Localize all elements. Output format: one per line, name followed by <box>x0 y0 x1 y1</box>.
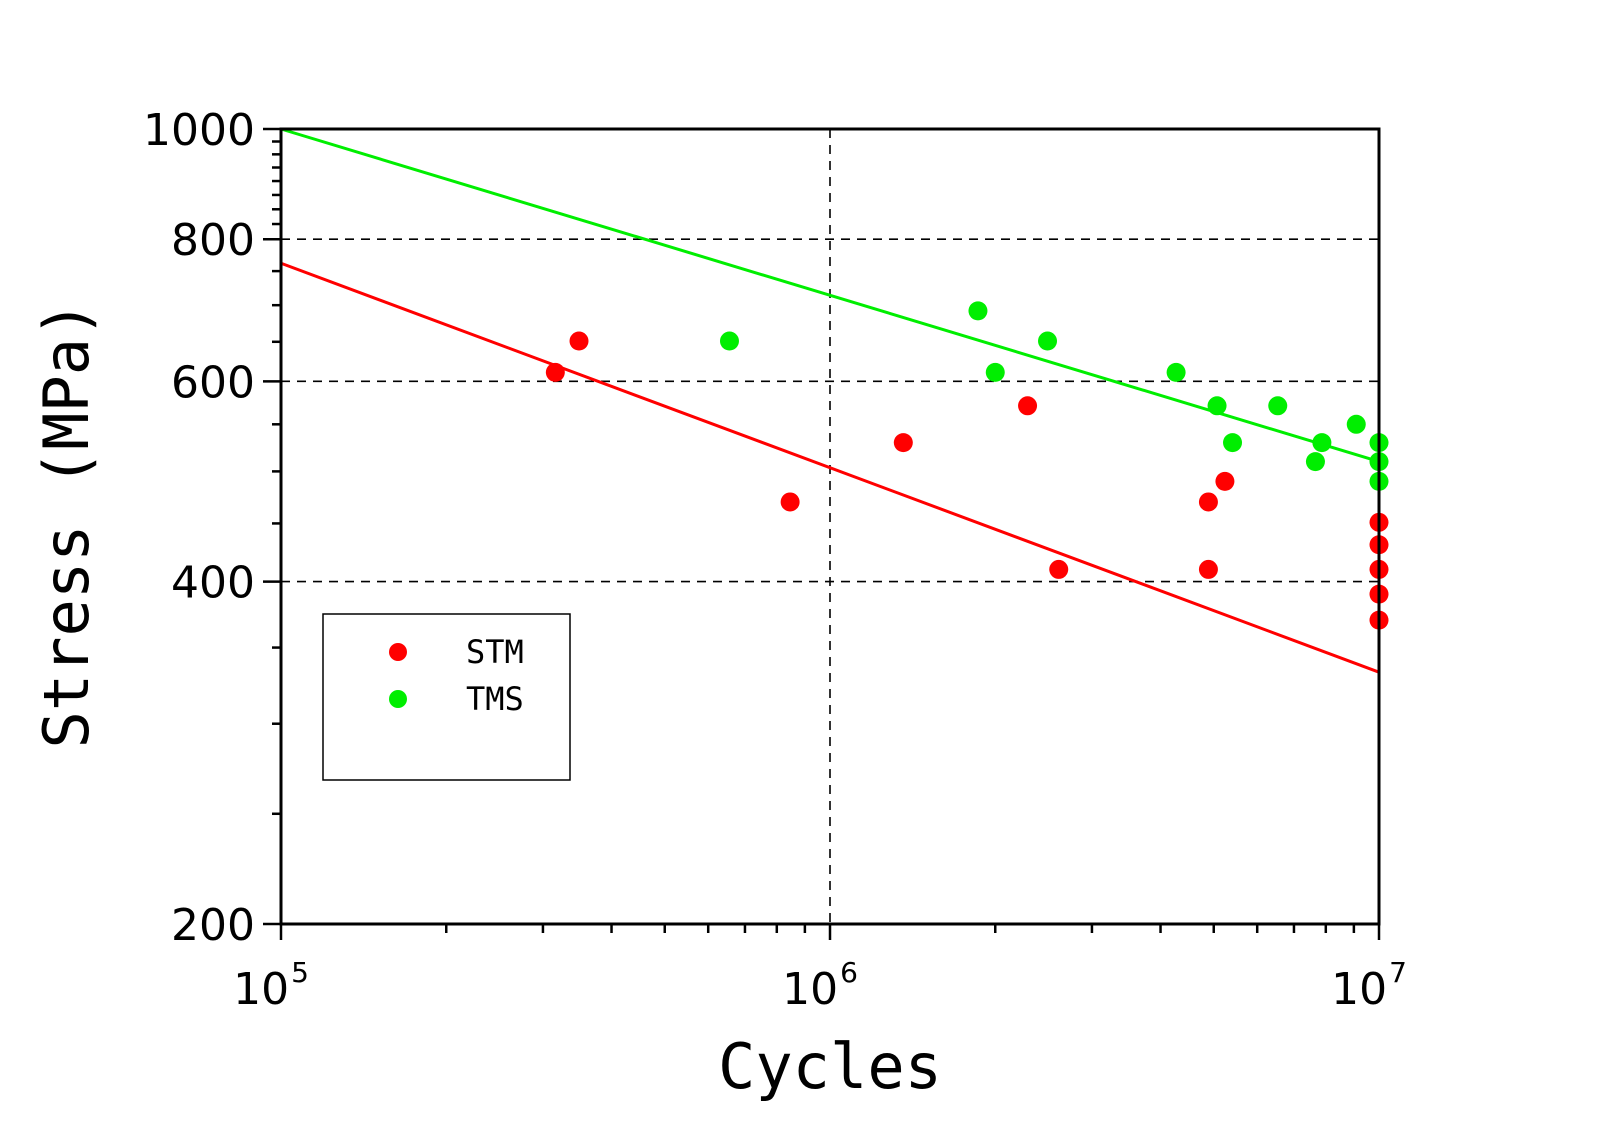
data-point-tms <box>985 362 1005 382</box>
data-point-stm <box>569 331 589 351</box>
fit-lines <box>280 127 1380 674</box>
data-point-tms <box>1305 452 1325 472</box>
data-point-stm <box>1018 396 1038 416</box>
y-tick-label: 200 <box>171 900 255 951</box>
legend-label-stm: STM <box>466 633 524 671</box>
x-tick-label: 106 <box>782 956 858 1015</box>
x-tick-label: 105 <box>233 956 309 1015</box>
x-tick-exponent: 6 <box>840 956 858 989</box>
y-tick-label: 600 <box>171 357 255 408</box>
data-point-stm <box>780 492 800 512</box>
y-tick-label: 400 <box>171 558 255 609</box>
data-point-tms <box>1038 331 1058 351</box>
data-point-stm <box>1049 559 1069 579</box>
ticks <box>263 127 1381 940</box>
data-point-tms <box>1207 396 1227 416</box>
data-points <box>545 301 1389 630</box>
legend-label-tms: TMS <box>466 680 524 718</box>
data-point-stm <box>545 362 565 382</box>
data-point-stm <box>1198 559 1218 579</box>
x-tick-exponent: 5 <box>291 956 309 989</box>
data-point-tms <box>1312 433 1332 453</box>
y-tick-label: 1000 <box>143 105 255 156</box>
data-point-tms <box>1346 414 1366 434</box>
x-tick-exponent: 7 <box>1389 956 1407 989</box>
data-point-tms <box>719 331 739 351</box>
data-point-stm <box>1198 492 1218 512</box>
fit-line-stm <box>280 261 1380 674</box>
y-axis-title: Stress (MPa) <box>30 301 103 749</box>
data-point-stm <box>893 433 913 453</box>
legend-marker-tms <box>389 690 407 708</box>
x-tick-label: 107 <box>1331 956 1407 1015</box>
x-axis-title: Cycles <box>718 1030 942 1103</box>
legend-marker-stm <box>389 643 407 661</box>
legend: STM TMS <box>322 613 571 781</box>
data-point-tms <box>968 301 988 321</box>
data-point-stm <box>1215 471 1235 491</box>
data-point-tms <box>1166 362 1186 382</box>
data-point-tms <box>1223 433 1243 453</box>
y-tick-label: 800 <box>171 215 255 266</box>
legend-box <box>322 613 571 781</box>
data-point-tms <box>1268 396 1288 416</box>
fit-line-tms <box>280 127 1380 464</box>
grid-layer <box>281 129 1379 924</box>
